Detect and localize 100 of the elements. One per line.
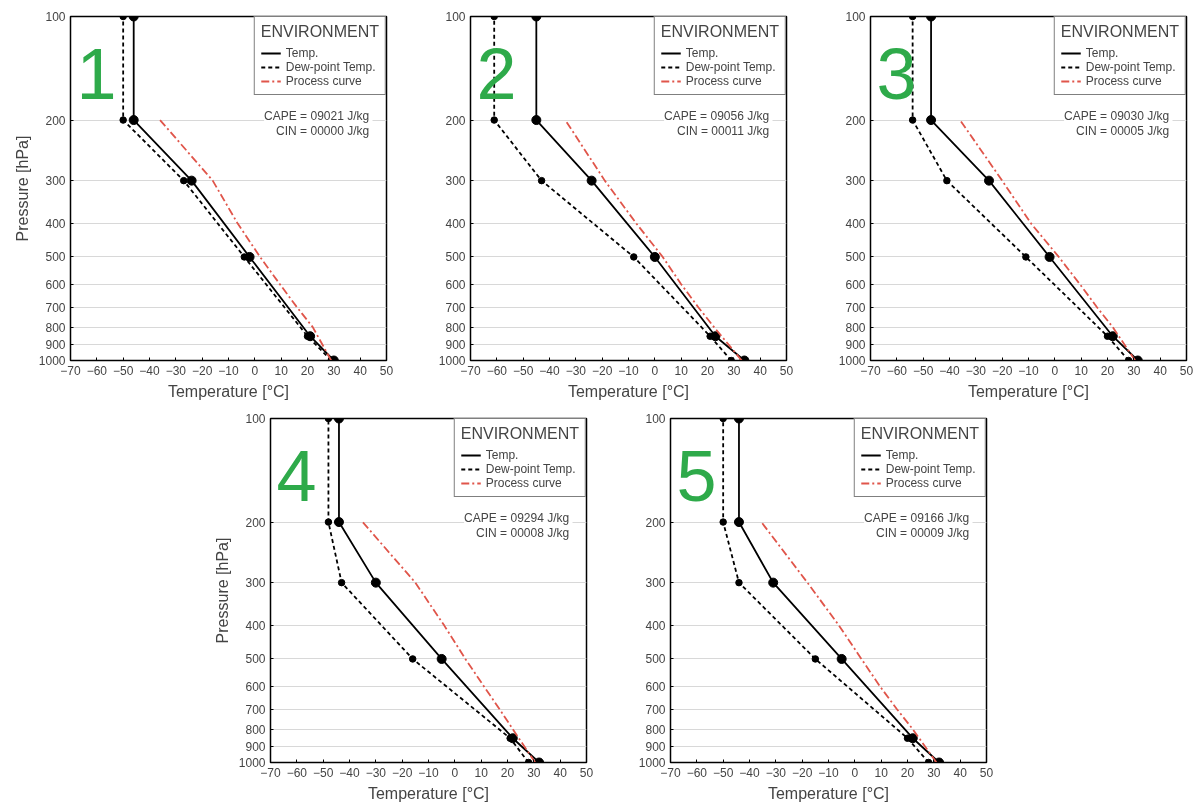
y-tick-label: 900: [445, 338, 466, 353]
y-tick-label: 600: [245, 679, 266, 694]
x-tick-label: 30: [727, 363, 741, 378]
y-tick-label: 700: [245, 702, 266, 717]
x-tick-label: 50: [379, 363, 394, 378]
annotation: 4: [276, 435, 317, 516]
annotation: CIN = 00008 J/kg: [476, 525, 570, 540]
y-tick-label: 500: [445, 250, 466, 265]
legend-title: ENVIRONMENT: [1060, 23, 1179, 41]
x-tick-label: 40: [953, 765, 968, 780]
annotation: CIN = 00009 J/kg: [876, 525, 970, 540]
x-tick-label: 0: [451, 765, 459, 780]
x-tick-label: 20: [900, 765, 915, 780]
x-tick-label: 10: [1074, 363, 1089, 378]
y-tick-label: 500: [645, 652, 666, 667]
x-tick-label: −50: [312, 765, 334, 780]
x-tick-label: 10: [674, 363, 689, 378]
x-tick-label: 50: [579, 765, 594, 780]
legend-label: Dew-point Temp.: [1085, 60, 1176, 74]
y-tick-label: 600: [45, 277, 66, 292]
y-tick-label: 900: [45, 338, 66, 353]
legend-title: ENVIRONMENT: [860, 425, 979, 443]
x-tick-label: 20: [500, 765, 515, 780]
x-tick-label: −50: [112, 363, 134, 378]
annotation: CAPE = 09294 J/kg: [464, 510, 570, 525]
y-tick-label: 600: [845, 277, 866, 292]
x-tick-label: 0: [251, 363, 259, 378]
x-tick-label: −40: [739, 765, 760, 780]
y-tick-label: 800: [445, 320, 466, 335]
annotation: CIN = 00011 J/kg: [677, 123, 770, 138]
annotation: CIN = 00000 J/kg: [276, 123, 370, 138]
y-tick-label: 200: [645, 515, 666, 530]
x-tick-label: −60: [486, 363, 508, 378]
x-tick-label: 0: [651, 363, 659, 378]
annotation: 1: [76, 33, 117, 114]
x-tick-label: 40: [753, 363, 768, 378]
x-tick-label: 30: [327, 363, 341, 378]
y-tick-label: 700: [45, 300, 66, 315]
x-axis-title: Temperature [°C]: [167, 382, 290, 400]
y-tick-label: 500: [245, 652, 266, 667]
annotation: 3: [876, 33, 917, 114]
y-tick-label: 500: [845, 250, 866, 265]
x-tick-label: −40: [139, 363, 160, 378]
x-axis-title: Temperature [°C]: [767, 784, 890, 802]
legend-label: Process curve: [1085, 74, 1162, 88]
x-tick-label: 10: [474, 765, 489, 780]
legend-label: Temp.: [685, 46, 719, 60]
x-tick-label: −30: [765, 765, 787, 780]
y-tick-label: 700: [645, 702, 666, 717]
y-tick-label: 400: [245, 619, 266, 634]
x-tick-label: −10: [1018, 363, 1039, 378]
legend-label: Temp.: [485, 448, 519, 462]
x-tick-label: 30: [1127, 363, 1141, 378]
y-tick-label: 1000: [38, 354, 66, 368]
y-tick-label: 1000: [638, 756, 666, 770]
y-tick-label: 800: [845, 320, 866, 335]
x-tick-label: −60: [86, 363, 108, 378]
y-tick-label: 300: [245, 576, 266, 591]
x-tick-label: 20: [700, 363, 715, 378]
legend-label: Temp.: [1085, 46, 1119, 60]
legend-title: ENVIRONMENT: [660, 23, 779, 41]
y-tick-label: 100: [45, 10, 66, 24]
legend-label: Process curve: [485, 476, 562, 490]
x-axis-title: Temperature [°C]: [367, 784, 490, 802]
x-axis-title: Temperature [°C]: [567, 382, 690, 400]
y-tick-label: 1000: [838, 354, 866, 368]
x-tick-label: −20: [791, 765, 813, 780]
annotation: CAPE = 09021 J/kg: [264, 108, 370, 123]
y-tick-label: 400: [445, 217, 466, 232]
y-tick-label: 900: [845, 338, 866, 353]
x-tick-label: 40: [553, 765, 568, 780]
legend-label: Temp.: [285, 46, 319, 60]
y-tick-label: 200: [245, 515, 266, 530]
x-tick-label: −60: [686, 765, 708, 780]
y-tick-label: 800: [245, 722, 266, 737]
y-tick-label: 400: [45, 217, 66, 232]
x-tick-label: −10: [218, 363, 239, 378]
x-tick-label: −10: [418, 765, 439, 780]
annotation: 2: [476, 33, 517, 114]
legend-label: Process curve: [285, 74, 362, 88]
x-tick-label: 40: [1153, 363, 1168, 378]
y-tick-label: 1000: [238, 756, 266, 770]
x-tick-label: −50: [712, 765, 734, 780]
y-tick-label: 900: [245, 740, 266, 755]
legend-label: Process curve: [685, 74, 762, 88]
x-tick-label: −50: [912, 363, 934, 378]
legend-label: Dew-point Temp.: [485, 462, 576, 476]
y-tick-label: 1000: [438, 354, 466, 368]
y-tick-label: 200: [45, 113, 66, 128]
y-tick-label: 700: [445, 300, 466, 315]
y-tick-label: 400: [845, 217, 866, 232]
x-tick-label: 30: [927, 765, 941, 780]
y-tick-label: 300: [845, 174, 866, 189]
legend-label: Process curve: [885, 476, 962, 490]
y-tick-label: 600: [445, 277, 466, 292]
x-tick-label: −20: [391, 765, 413, 780]
y-tick-label: 200: [845, 113, 866, 128]
annotation: CAPE = 09056 J/kg: [664, 108, 770, 123]
legend-label: Dew-point Temp.: [685, 60, 776, 74]
y-tick-label: 700: [845, 300, 866, 315]
